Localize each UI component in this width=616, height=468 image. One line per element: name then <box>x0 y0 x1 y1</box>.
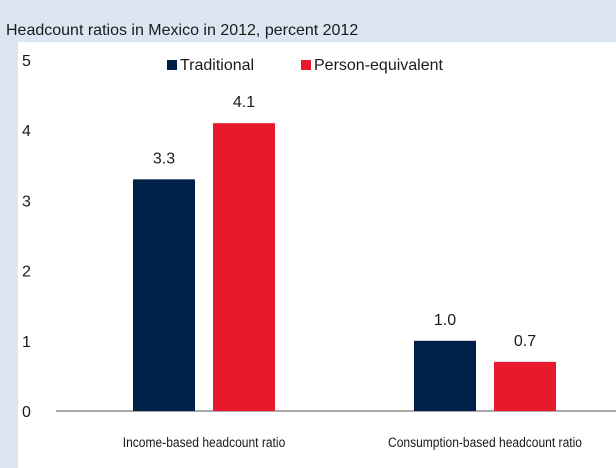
bar <box>414 340 476 411</box>
legend-label: Person-equivalent <box>314 57 444 74</box>
y-tick-label: 5 <box>22 53 31 70</box>
x-tick-label: Consumption-based headcount ratio <box>388 434 582 450</box>
y-tick-label: 3 <box>22 193 31 210</box>
data-label: 0.7 <box>514 333 536 350</box>
bar <box>133 179 195 411</box>
bar <box>213 123 275 412</box>
y-tick-label: 2 <box>22 264 31 281</box>
y-tick-label: 0 <box>22 404 31 421</box>
y-tick-label: 1 <box>22 334 31 351</box>
data-label: 4.1 <box>233 94 255 111</box>
legend-swatch <box>301 60 311 70</box>
chart-title: Headcount ratios in Mexico in 2012, perc… <box>6 22 359 39</box>
bar <box>494 361 556 411</box>
x-tick-label: Income-based headcount ratio <box>123 434 286 450</box>
y-tick-label: 4 <box>22 123 31 140</box>
legend-swatch <box>167 60 177 70</box>
data-label: 3.3 <box>153 150 175 167</box>
data-label: 1.0 <box>434 312 456 329</box>
legend-label: Traditional <box>180 57 254 74</box>
